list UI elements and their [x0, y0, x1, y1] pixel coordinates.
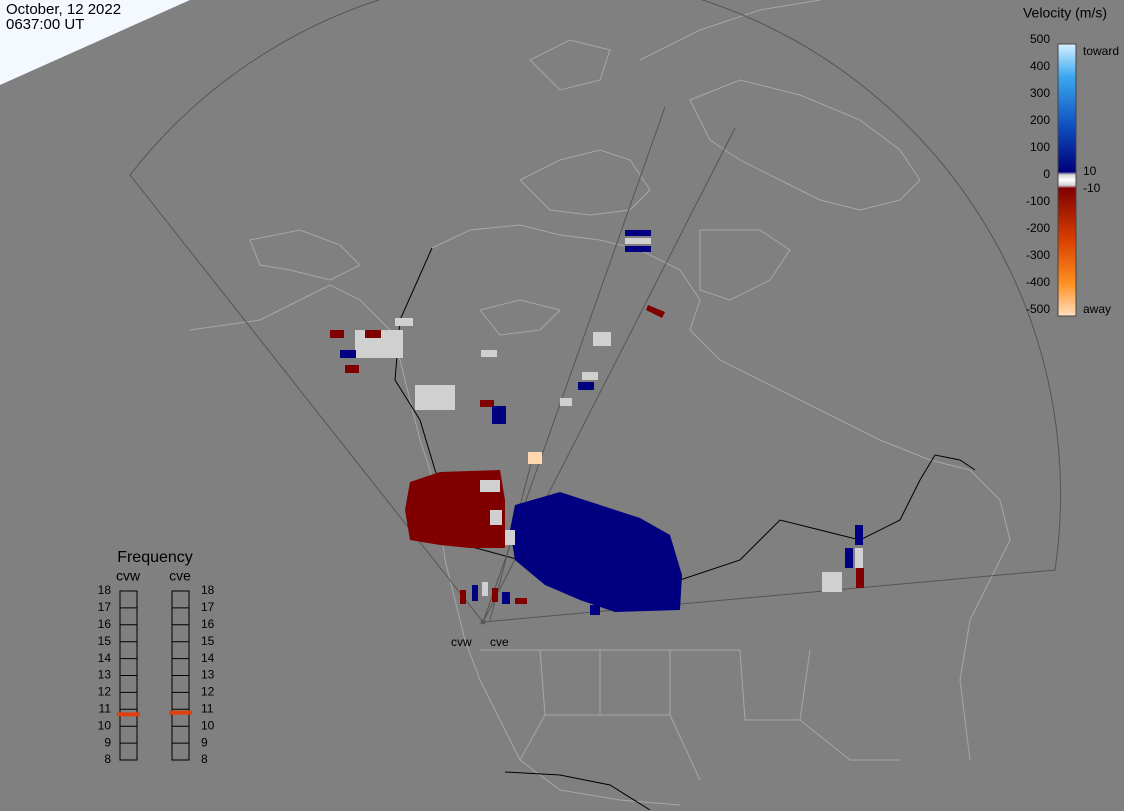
site-label: cvw — [451, 635, 472, 649]
frequency-tick-label: 11 — [201, 701, 214, 715]
scale-tick-label: -100 — [1026, 194, 1050, 208]
frequency-tick-label: 17 — [98, 600, 112, 614]
frequency-tick-label: 12 — [201, 685, 215, 699]
frequency-tick-label: 8 — [201, 752, 208, 766]
frequency-tick-label: 15 — [98, 634, 112, 648]
frequency-tick-label: 9 — [201, 735, 208, 749]
state-lines — [480, 649, 900, 781]
frequency-panel: Frequency cvw cve 18 18 17 17 16 16 15 15 14 14 13… — [98, 549, 215, 766]
frequency-marker — [117, 712, 140, 717]
frequency-tick-label: 14 — [98, 651, 112, 665]
frequency-tick-label: 12 — [98, 685, 112, 699]
scale-tick-label: 100 — [1030, 140, 1050, 154]
inner-tick-label: -10 — [1083, 181, 1101, 195]
date-text: October, 12 2022 — [6, 1, 121, 18]
frequency-tick-label: 15 — [201, 634, 215, 648]
frequency-tick-label: 18 — [98, 583, 112, 597]
scale-tick-label: 0 — [1043, 167, 1050, 181]
frequency-tick-label: 14 — [201, 651, 215, 665]
time-text: 0637:00 UT — [6, 16, 84, 33]
echoes — [330, 230, 864, 615]
frequency-tick-label: 13 — [98, 668, 112, 682]
away-label: away — [1083, 302, 1111, 316]
color-bar — [1057, 43, 1077, 317]
frequency-tick-label: 16 — [98, 617, 112, 631]
radar-name: cve — [169, 568, 191, 584]
scale-tick-label: -500 — [1026, 302, 1050, 316]
scale-tick-label: -400 — [1026, 275, 1050, 289]
site-label: cve — [490, 635, 509, 649]
frequency-tick-label: 17 — [201, 600, 215, 614]
daylight-region — [0, 0, 190, 85]
scale-tick-label: 200 — [1030, 113, 1050, 127]
radar-site — [480, 619, 486, 625]
frequency-tick-label: 9 — [104, 735, 111, 749]
scale-tick-label: -300 — [1026, 248, 1050, 262]
scale-tick-label: 300 — [1030, 86, 1050, 100]
frequency-tick-label: 11 — [99, 701, 112, 715]
radar-name: cvw — [116, 568, 141, 584]
frequency-tick-label: 18 — [201, 583, 215, 597]
frequency-title: Frequency — [117, 549, 193, 566]
frequency-tick-label: 10 — [98, 718, 112, 732]
scale-tick-label: 500 — [1030, 32, 1050, 46]
frequency-tick-label: 10 — [201, 718, 215, 732]
frequency-marker — [169, 710, 192, 715]
frequency-tick-label: 13 — [201, 668, 215, 682]
scale-title: Velocity (m/s) — [1023, 5, 1107, 21]
coastlines — [189, 0, 1011, 806]
toward-label: toward — [1083, 44, 1119, 58]
frequency-tick-label: 16 — [201, 617, 215, 631]
frequency-tick-label: 8 — [104, 752, 111, 766]
velocity-scale: Velocity (m/s) toward away 10 -10 500 400… — [1023, 5, 1119, 317]
scale-tick-label: -200 — [1026, 221, 1050, 235]
inner-tick-label: 10 — [1083, 164, 1097, 178]
scale-tick-label: 400 — [1030, 59, 1050, 73]
